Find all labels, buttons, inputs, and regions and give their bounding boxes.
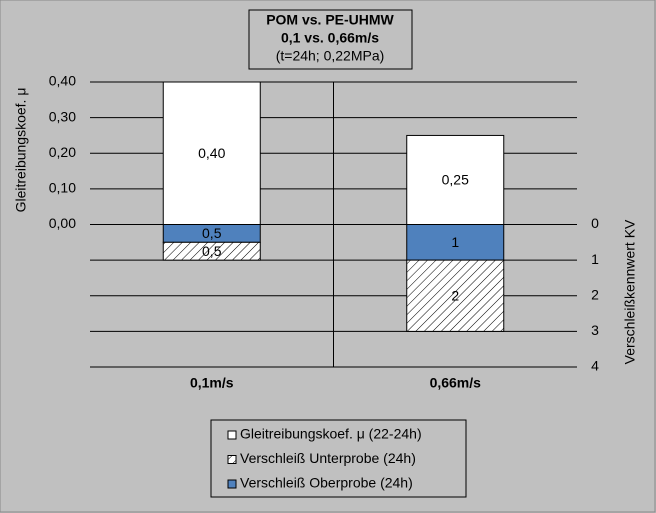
y-tick-label: 0,10	[49, 180, 76, 196]
y2-tick-label: 3	[591, 322, 599, 338]
legend-label: Verschleiß Oberprobe (24h)	[240, 475, 413, 491]
data-label: 0,5	[202, 225, 222, 241]
title-box	[248, 9, 413, 70]
legend-swatch	[227, 479, 237, 489]
chart-subtitle: 0,1 vs. 0,66m/s	[281, 30, 379, 46]
chart-title: POM vs. PE-UHMW	[266, 12, 394, 28]
y2-tick-label: 4	[591, 358, 599, 374]
data-label: 2	[451, 287, 459, 303]
y2-tick-label: 1	[591, 251, 599, 267]
legend-label: Gleitreibungskoef. μ (22-24h)	[240, 426, 422, 442]
bar	[406, 134, 505, 225]
y2-axis-title: Verschleißkennwert KV	[622, 219, 638, 364]
data-label: 0,5	[202, 243, 222, 259]
y-tick-label: 0,40	[49, 73, 76, 89]
data-label: 1	[451, 234, 459, 250]
bar	[162, 81, 261, 225]
y-axis-title: Gleitreibungskoef. μ	[13, 88, 29, 213]
data-label: 0,40	[198, 145, 225, 161]
x-tick-label: 0,66m/s	[430, 375, 482, 391]
legend-swatch	[227, 430, 237, 440]
legend-label: Verschleiß Unterprobe (24h)	[240, 450, 416, 466]
legend	[210, 419, 467, 498]
y-tick-label: 0,00	[49, 215, 76, 231]
x-tick-label: 0,1m/s	[190, 375, 234, 391]
chart-subtitle: (t=24h; 0,22MPa)	[276, 48, 385, 64]
y2-tick-label: 2	[591, 286, 599, 302]
bar	[162, 241, 261, 261]
bar	[406, 259, 505, 332]
data-label: 0,25	[442, 172, 469, 188]
y-tick-label: 0,20	[49, 144, 76, 160]
y-tick-label: 0,30	[49, 108, 76, 124]
y2-tick-label: 0	[591, 215, 599, 231]
legend-swatch	[227, 455, 237, 464]
